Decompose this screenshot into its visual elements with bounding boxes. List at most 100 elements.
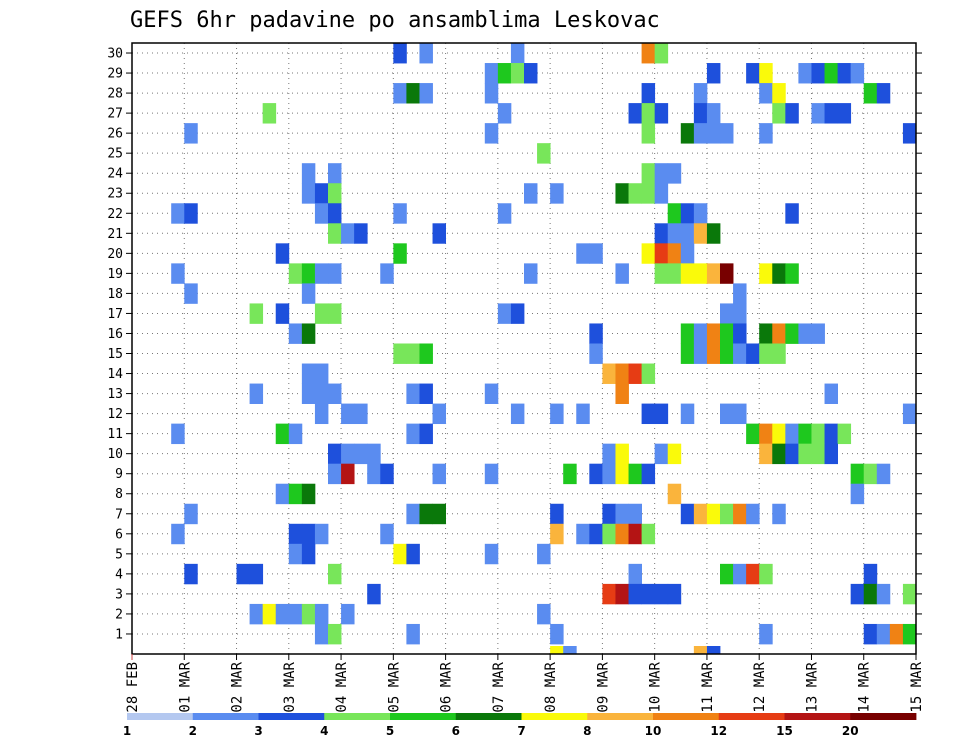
heatmap-cell [288, 543, 303, 565]
heatmap-cell [301, 383, 316, 404]
heatmap-cell [301, 323, 316, 344]
heatmap-cell [772, 323, 786, 344]
heatmap-cell [863, 83, 878, 104]
y-tick-label: 3 [115, 587, 123, 602]
heatmap-cell [615, 263, 629, 284]
heatmap-cell [824, 383, 838, 404]
heatmap-cell [720, 303, 734, 324]
heatmap-cell [693, 103, 708, 124]
heatmap-cell [432, 403, 446, 425]
heatmap-cell [262, 103, 277, 124]
heatmap-cell [772, 263, 786, 284]
heatmap-cell [706, 646, 721, 654]
heatmap-cell [419, 503, 433, 525]
colorbar-label: 2 [189, 724, 197, 738]
heatmap-cell [497, 103, 512, 124]
heatmap-cell [406, 503, 420, 525]
heatmap-cell [654, 403, 669, 425]
heatmap-cell [524, 183, 538, 204]
heatmap-cell [693, 503, 708, 525]
heatmap-cell [510, 63, 525, 84]
colorbar-label: 20 [842, 724, 859, 738]
heatmap-cell [641, 43, 656, 64]
heatmap-cell [328, 463, 342, 485]
heatmap-cell [706, 343, 721, 364]
heatmap-cell [641, 163, 656, 184]
heatmap-cell [798, 423, 812, 445]
heatmap-cell [341, 463, 355, 485]
heatmap-cell [733, 303, 747, 324]
heatmap-cell [393, 243, 407, 264]
heatmap-cell [432, 463, 446, 485]
heatmap-cell [720, 503, 734, 525]
grid-lines [132, 43, 916, 654]
y-tick-label: 17 [107, 307, 123, 322]
heatmap-cell [654, 443, 669, 465]
heatmap-cell [850, 483, 865, 505]
heatmap-cell [484, 63, 499, 84]
x-tick-label: 03 MAR [282, 661, 298, 712]
heatmap-cell [641, 243, 656, 264]
heatmap-cell [693, 223, 708, 244]
heatmap-cell [262, 603, 277, 625]
heatmap-cell [785, 263, 799, 284]
heatmap-cell [772, 343, 786, 364]
colorbar-swatch [718, 713, 785, 720]
heatmap-cell [759, 343, 773, 364]
colorbar-swatch [521, 713, 588, 720]
heatmap-cell [615, 463, 629, 485]
colorbar-swatch [653, 713, 720, 720]
heatmap-cell [406, 623, 420, 645]
heatmap-cell [419, 343, 433, 364]
heatmap-cell [628, 503, 642, 525]
heatmap-cell [589, 463, 603, 485]
heatmap-cell [667, 163, 682, 184]
x-tick-label: 01 MAR [177, 661, 193, 712]
heatmap-cell [615, 523, 629, 545]
heatmap-cell [301, 523, 316, 545]
heatmap-cell [314, 523, 329, 545]
axes [126, 42, 922, 660]
heatmap-cell [759, 63, 773, 84]
heatmap-cell [589, 523, 603, 545]
heatmap-cell [772, 423, 786, 445]
heatmap-cell [497, 63, 512, 84]
heatmap-cell [615, 383, 629, 404]
x-tick-label: 04 MAR [334, 661, 350, 712]
heatmap-cell [902, 583, 917, 605]
y-tick-label: 23 [107, 187, 123, 202]
heatmap-cell [667, 583, 682, 605]
heatmap-cell [314, 603, 329, 625]
heatmap-cell [863, 563, 878, 585]
heatmap-cell [746, 343, 760, 364]
heatmap-cell [393, 203, 407, 224]
y-tick-label: 6 [115, 527, 123, 542]
heatmap-cell [706, 223, 721, 244]
colorbar-label: 8 [583, 724, 591, 738]
heatmap-cell [772, 83, 786, 104]
colorbar-label: 1 [123, 724, 131, 738]
x-tick-label: 10 MAR [648, 661, 664, 712]
heatmap-cell [850, 463, 865, 485]
x-tick-label: 09 MAR [595, 661, 611, 712]
heatmap-cell [406, 83, 420, 104]
heatmap-cell [184, 563, 198, 585]
heatmap-cell [628, 183, 642, 204]
heatmap-cell [328, 383, 342, 404]
heatmap-cell [615, 583, 629, 605]
heatmap-cell [706, 323, 721, 344]
y-tick-label: 22 [107, 207, 123, 222]
heatmap-cell [550, 403, 564, 425]
heatmap-cell [641, 123, 656, 144]
heatmap-cell [772, 103, 786, 124]
heatmap-cell [328, 563, 342, 585]
heatmap-cell [249, 383, 264, 404]
colorbar-label: 6 [452, 724, 460, 738]
heatmap-cell [693, 123, 708, 144]
heatmap-cell [902, 123, 917, 144]
heatmap-cell [367, 443, 381, 465]
heatmap-cell [615, 363, 629, 384]
heatmap-cell [720, 323, 734, 344]
heatmap-cells [171, 43, 917, 654]
heatmap-cell [184, 123, 198, 144]
